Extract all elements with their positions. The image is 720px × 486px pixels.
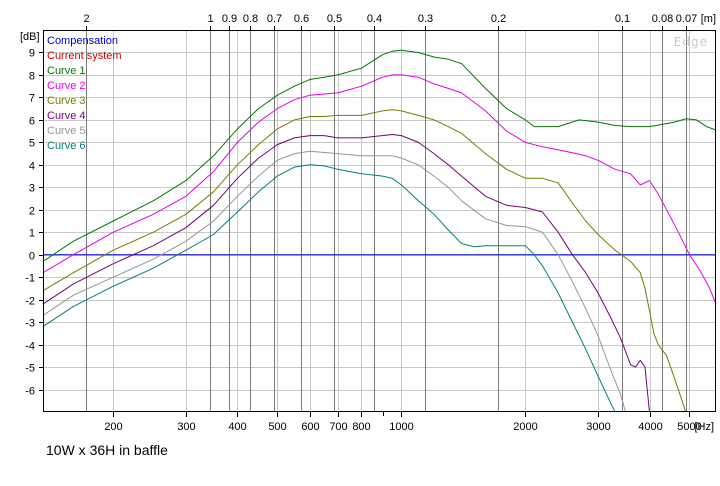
legend-entry: Curve 2: [47, 80, 86, 92]
y-tick-label: 4: [29, 161, 35, 173]
plot-area: [43, 30, 716, 412]
legend-entry: Curve 4: [47, 110, 86, 122]
x-axis-ticks: 200 300 400 500 600 700 800 1000 2000 3000 4000 500…: [104, 412, 702, 433]
series-line-4: [42, 109, 687, 413]
series-line-3: [42, 74, 717, 305]
top-tick-label: 0.5: [327, 13, 342, 25]
y-tick-label: 1: [29, 228, 35, 240]
y-tick-label: 2: [29, 206, 35, 218]
x-tick-label: 800: [352, 421, 370, 433]
y-tick-label: 7: [29, 93, 35, 105]
y-tick-label: 9: [29, 48, 35, 60]
legend-entry: Current system: [47, 50, 122, 62]
x-tick-label: 700: [329, 421, 347, 433]
x-tick-label: 2000: [513, 421, 537, 433]
y-tick-label: 6: [29, 116, 35, 128]
top-axis-unit: [m]: [701, 13, 716, 25]
x-tick-label: 400: [228, 421, 246, 433]
y-tick-label: -4: [25, 341, 35, 353]
top-tick-label: 0.07: [676, 13, 697, 25]
x-tick-label: 4000: [638, 421, 662, 433]
legend-entry: Compensation: [47, 35, 118, 47]
series-line-5: [42, 134, 650, 413]
top-tick-label: 0.4: [367, 13, 382, 25]
top-tick-label: 2: [83, 13, 89, 25]
y-tick-label: 8: [29, 71, 35, 83]
x-tick-label: 1000: [389, 421, 413, 433]
top-tick-label: 1: [207, 13, 213, 25]
top-tick-label: 0.7: [267, 13, 282, 25]
top-axis-ticks: 2 1 0.9 0.8 0.7 0.6 0.5 0.4 0.3 0.2 0.1 0.08 0.07: [83, 13, 697, 30]
legend-entry: Curve 5: [47, 125, 86, 137]
y-tick-label: 0: [29, 251, 35, 263]
legend: Compensation Current system Curve 1 Curve 2…: [47, 35, 122, 152]
x-tick-label: 5000: [677, 421, 701, 433]
y-tick-label: 5: [29, 138, 35, 150]
y-axis-ticks: 9 8 7 6 5 4 3 2 1 0 -1 -2 -3 -4 -5 -6: [25, 48, 43, 398]
top-tick-label: 0.9: [222, 13, 237, 25]
top-tick-label: 0.1: [615, 13, 630, 25]
x-tick-label: 500: [268, 421, 286, 433]
top-tick-label: 0.8: [243, 13, 258, 25]
y-tick-label: -5: [25, 363, 35, 375]
legend-entry: Curve 3: [47, 95, 86, 107]
series-line-7: [42, 164, 616, 413]
legend-entry: Curve 6: [47, 140, 86, 152]
y-tick-label: -3: [25, 318, 35, 330]
top-tick-label: 0.08: [652, 13, 673, 25]
x-tick-label: 200: [104, 421, 122, 433]
grid-lines: [43, 30, 716, 412]
series-line-2: [42, 49, 717, 262]
series-lines: [42, 49, 717, 413]
x-tick-label: 3000: [586, 421, 610, 433]
series-line-6: [42, 150, 627, 413]
plot-frame: [43, 30, 716, 412]
x-axis-unit: [Hz]: [694, 421, 714, 433]
top-tick-label: 0.6: [294, 13, 309, 25]
y-tick-label: -6: [25, 386, 35, 398]
watermark-text: Edge: [674, 35, 708, 49]
y-axis-unit: [dB]: [20, 31, 40, 43]
chart-caption: 10W x 36H in baffle: [46, 442, 168, 458]
x-tick-label: 300: [177, 421, 195, 433]
legend-entry: Curve 1: [47, 65, 86, 77]
y-tick-label: -2: [25, 296, 35, 308]
y-tick-label: 3: [29, 183, 35, 195]
y-tick-label: -1: [25, 273, 35, 285]
x-tick-label: 600: [301, 421, 319, 433]
top-tick-label: 0.2: [491, 13, 506, 25]
top-tick-label: 0.3: [418, 13, 433, 25]
